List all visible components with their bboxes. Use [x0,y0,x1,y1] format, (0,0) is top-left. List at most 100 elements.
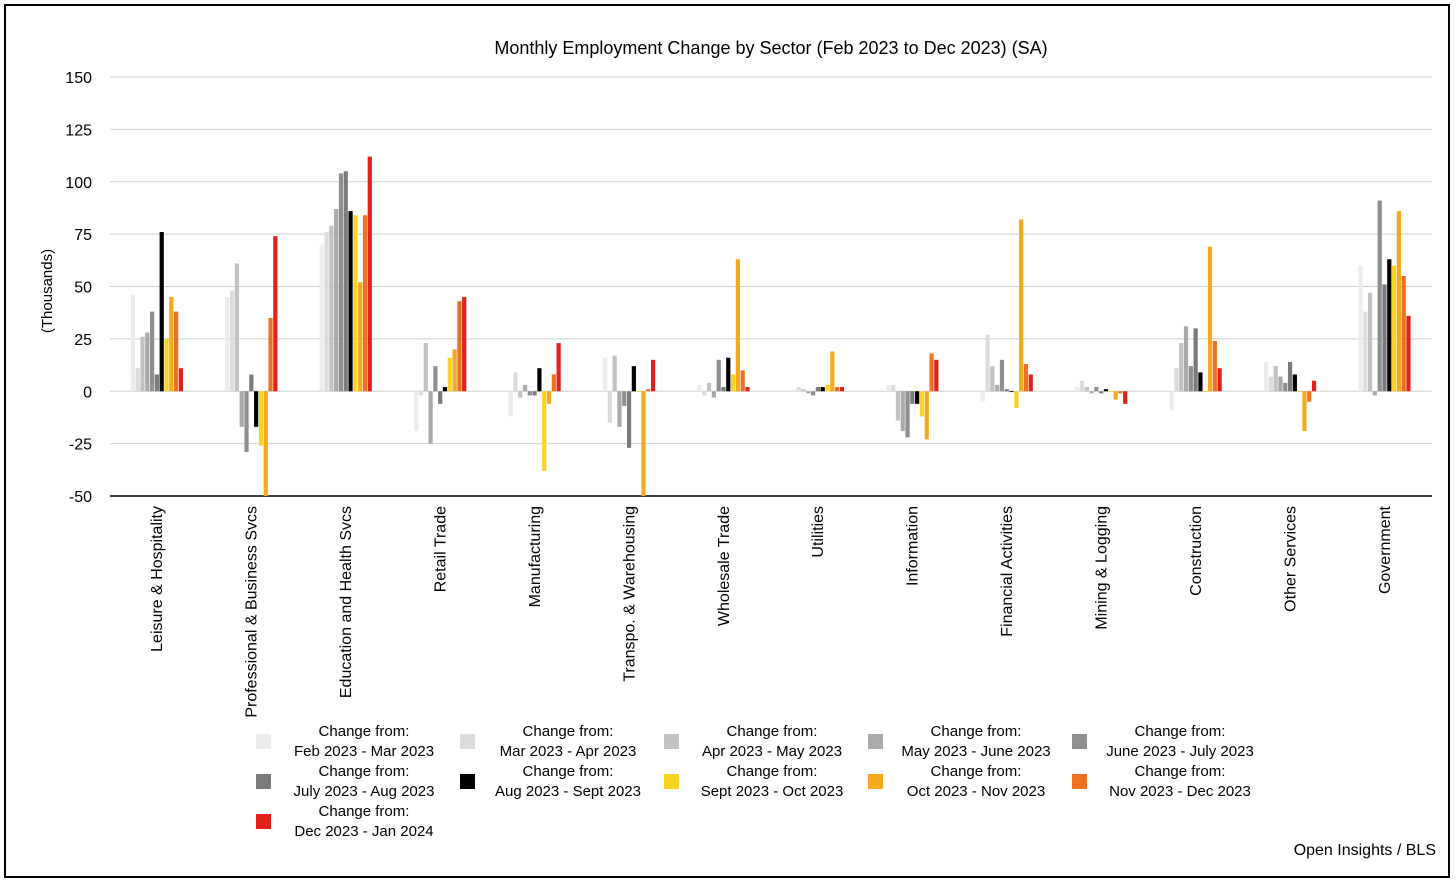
y-tick-labels: 150 125 100 75 50 25 0 -25 -50 [65,70,92,506]
bar [164,338,169,392]
bar [607,391,612,423]
bar [1075,387,1080,392]
bar [735,259,740,392]
bar [1198,372,1203,392]
bar [1174,368,1179,392]
bar [1183,326,1189,392]
legend-swatch [1072,734,1087,749]
x-tick-label: Leisure & Hospitality [149,506,166,652]
bar [418,391,424,396]
bar [1023,364,1029,392]
bar [1302,391,1307,432]
legend-item: Change from: June 2023 - July 2023 [1068,722,1278,762]
bar [1287,361,1293,392]
bar [1019,219,1024,392]
legend-label-line: Dec 2023 - Jan 2024 [294,823,434,840]
bar [169,296,174,392]
bar [353,215,358,392]
legend-label-line: Nov 2023 - Dec 2023 [1109,783,1251,800]
legend-swatch [256,814,271,829]
bar [1406,315,1411,392]
bar [527,391,532,396]
bar [145,332,150,392]
bar [244,391,249,452]
bar [254,391,259,427]
bar [1123,391,1128,404]
legend-swatch [256,774,271,789]
bar [130,294,136,392]
bar [1084,387,1089,392]
legend-label-line: Feb 2023 - Mar 2023 [293,743,435,760]
bar [1009,391,1014,393]
bar [362,215,368,392]
bar [745,387,750,392]
bar [934,359,939,392]
bar [334,208,339,392]
bar [706,382,712,392]
bar [815,387,821,392]
bar [990,366,995,392]
bar [462,296,467,392]
legend-label-line: Change from: [1134,723,1226,740]
bar [140,336,145,392]
legend-label-line: Change from: [1134,763,1226,780]
legend-label-line: Change from: [522,763,614,780]
bar [551,374,556,392]
legend-item: Change from: Dec 2023 - Jan 2024 [252,802,462,842]
legend-swatch [1072,774,1087,789]
bar [546,391,552,404]
bar [602,357,608,392]
bar [1283,382,1288,392]
bar [1094,387,1099,392]
bar [612,355,617,392]
legend-swatch [868,774,883,789]
bar [1358,265,1363,392]
bar [915,391,920,404]
bar [1193,328,1198,392]
bar [1179,343,1184,392]
bar [999,359,1005,392]
bar [1292,374,1297,392]
chart-frame: Monthly Employment Change by Sector (Feb… [4,4,1450,878]
legend-item: Change from: Feb 2023 - Mar 2023 [252,722,462,762]
legend-label: Change from: July 2023 - Aug 2023 [274,762,454,802]
legend-label: Change from: May 2023 - June 2023 [886,722,1066,762]
bar [910,391,915,404]
bar [1307,391,1312,402]
y-tick-label: 150 [65,70,92,87]
legend-label-line: July 2023 - Aug 2023 [293,783,435,800]
bar [835,387,840,392]
bars [130,156,1411,496]
bar [806,391,811,394]
bar [249,374,254,392]
legend-item: Change from: July 2023 - Aug 2023 [252,762,462,802]
bar [239,391,244,427]
legend-item: Change from: Apr 2023 - May 2023 [660,722,870,762]
legend-label-line: Change from: [522,723,614,740]
legend-label-line: June 2023 - July 2023 [1106,743,1254,760]
bar [1217,368,1222,392]
bar [1169,391,1174,411]
bar [1363,311,1368,392]
bar [1382,284,1387,392]
legend-label: Change from: Dec 2023 - Jan 2024 [274,802,454,842]
bar [929,353,934,392]
bar [650,359,656,392]
bar [1113,391,1118,400]
bar [1004,389,1009,392]
x-tick-label: Information [905,506,922,586]
legend-label-line: Change from: [318,763,410,780]
legend-item: Change from: Mar 2023 - Apr 2023 [456,722,666,762]
bar [740,370,745,392]
bar [924,391,929,440]
legend-item: Change from: Aug 2023 - Sept 2023 [456,762,666,802]
legend-label: Change from: Sept 2023 - Oct 2023 [682,762,862,802]
x-tick-label: Manufacturing [527,506,544,607]
bar [1372,391,1377,396]
bar [452,349,457,392]
bar [1273,366,1278,392]
y-tick-label: 25 [74,332,92,349]
bar [811,391,816,396]
bar [995,384,1000,392]
x-tick-label: Education and Health Svcs [338,506,355,698]
